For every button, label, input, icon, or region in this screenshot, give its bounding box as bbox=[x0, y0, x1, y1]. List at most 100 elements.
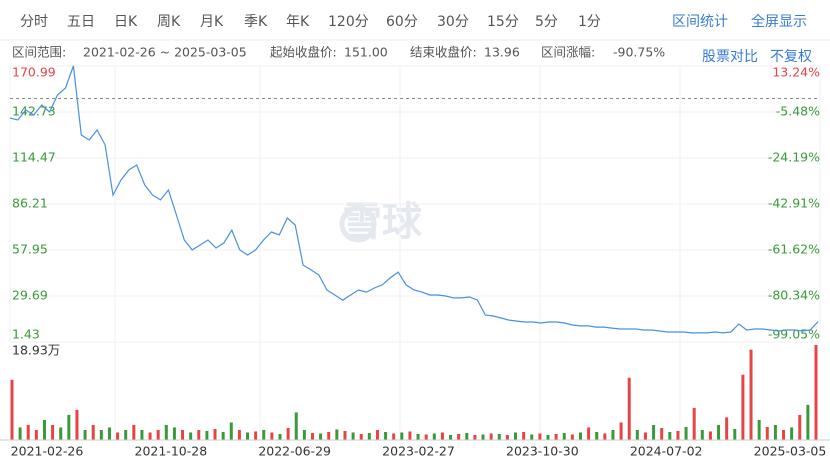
volume-bar bbox=[765, 426, 769, 440]
volume-bar bbox=[790, 427, 794, 440]
action-link[interactable]: 区间统计 bbox=[672, 14, 728, 30]
volume-bar bbox=[75, 409, 79, 440]
period-tab[interactable]: 60分 bbox=[386, 14, 418, 30]
volume-bar bbox=[578, 432, 582, 440]
volume-bar bbox=[335, 429, 339, 440]
volume-bar bbox=[10, 379, 14, 440]
volume-bar bbox=[652, 424, 656, 440]
y2-tick-label: -5.48% bbox=[776, 104, 820, 119]
volume-bar bbox=[83, 429, 87, 440]
volume-bar bbox=[432, 433, 436, 440]
summary-range: 2021-02-26 ~ 2025-03-05 bbox=[83, 45, 247, 60]
volume-bar bbox=[635, 429, 639, 440]
volume-bar bbox=[359, 433, 363, 440]
volume-bar bbox=[570, 434, 574, 440]
period-tab[interactable]: 季K bbox=[244, 14, 268, 30]
period-tab[interactable]: 1分 bbox=[578, 14, 601, 30]
volume-bar bbox=[34, 429, 38, 440]
volume-bar bbox=[59, 427, 63, 440]
x-tick-label: 2021-02-26 bbox=[11, 444, 84, 459]
volume-bar bbox=[351, 432, 355, 440]
volume-bar bbox=[619, 422, 623, 440]
period-tab[interactable]: 分时 bbox=[20, 14, 48, 30]
volume-bar bbox=[692, 407, 696, 440]
volume-bar bbox=[546, 434, 550, 440]
period-tab[interactable]: 年K bbox=[286, 14, 310, 30]
volume-bar bbox=[237, 429, 241, 440]
volume-bar bbox=[643, 432, 647, 440]
volume-bar bbox=[254, 431, 258, 440]
volume-bar bbox=[465, 432, 469, 440]
volume-bar bbox=[213, 428, 217, 440]
volume-bar bbox=[246, 432, 250, 440]
volume-bar bbox=[42, 419, 46, 440]
volume-bar bbox=[782, 429, 786, 440]
volume-bar bbox=[424, 434, 428, 440]
period-tab[interactable]: 日K bbox=[114, 14, 138, 30]
y2-tick-label: -42.91% bbox=[768, 196, 820, 211]
x-tick-label: 2023-10-30 bbox=[506, 444, 579, 459]
volume-bar bbox=[91, 424, 95, 440]
volume-bar bbox=[660, 427, 664, 440]
volume-bar bbox=[522, 431, 526, 440]
volume-bar bbox=[505, 434, 509, 440]
volume-bar bbox=[481, 434, 485, 440]
volume-bar bbox=[124, 429, 128, 440]
volume-bar bbox=[367, 432, 371, 440]
volume-bar bbox=[294, 412, 298, 440]
period-tab[interactable]: 五日 bbox=[67, 14, 95, 30]
volume-bar bbox=[514, 432, 518, 440]
volume-bar bbox=[400, 432, 404, 440]
volume-bar bbox=[595, 431, 599, 440]
volume-bar bbox=[627, 377, 631, 440]
volume-bar bbox=[286, 427, 290, 440]
summary-change: -90.75% bbox=[613, 45, 665, 60]
period-tab[interactable]: 30分 bbox=[437, 14, 469, 30]
volume-bar bbox=[278, 433, 282, 440]
volume-bar bbox=[319, 433, 323, 440]
volume-bar bbox=[181, 429, 185, 440]
x-tick-label: 2025-03-05 bbox=[754, 444, 827, 459]
volume-bar bbox=[327, 431, 331, 440]
volume-bar bbox=[343, 430, 347, 440]
volume-bar bbox=[798, 414, 802, 440]
period-tab[interactable]: 周K bbox=[157, 14, 181, 30]
volume-bar bbox=[107, 427, 111, 440]
y-tick-label: 170.99 bbox=[12, 65, 56, 80]
volume-bar bbox=[205, 430, 209, 440]
x-tick-label: 2021-10-28 bbox=[135, 444, 208, 459]
volume-bar bbox=[587, 427, 591, 440]
volume-bar bbox=[700, 429, 704, 440]
period-tab[interactable]: 15分 bbox=[487, 14, 519, 30]
y-tick-label: 114.47 bbox=[12, 150, 56, 165]
volume-bar bbox=[530, 434, 534, 440]
volume-bar bbox=[189, 432, 193, 440]
volume-bar bbox=[725, 417, 729, 440]
volume-bar bbox=[384, 431, 388, 440]
y-tick-label: 1.43 bbox=[12, 327, 40, 342]
volume-bar bbox=[708, 431, 712, 440]
volume-bar bbox=[156, 429, 160, 440]
y-tick-label: 86.21 bbox=[12, 196, 48, 211]
summary-end-label: 结束收盘价: bbox=[410, 45, 477, 60]
action-link[interactable]: 全屏显示 bbox=[751, 13, 807, 30]
price-line bbox=[9, 65, 819, 334]
y2-tick-label: -99.05% bbox=[768, 327, 820, 342]
adjust-link[interactable]: 不复权 bbox=[770, 48, 812, 65]
volume-bar bbox=[132, 424, 136, 440]
volume-bar bbox=[611, 429, 615, 440]
summary-start-label: 起始收盘价: bbox=[270, 45, 337, 60]
compare-link[interactable]: 股票对比 bbox=[702, 49, 758, 65]
volume-bar bbox=[749, 349, 753, 440]
period-tab[interactable]: 120分 bbox=[328, 14, 369, 30]
x-tick-label: 2023-02-27 bbox=[382, 444, 455, 459]
volume-bar bbox=[717, 424, 721, 440]
volume-bar bbox=[684, 426, 688, 440]
period-tab[interactable]: 5分 bbox=[535, 14, 558, 30]
y2-tick-label: 13.24% bbox=[772, 65, 820, 80]
volume-bar bbox=[603, 433, 607, 440]
period-tab[interactable]: 月K bbox=[200, 14, 224, 30]
volume-bar bbox=[67, 414, 71, 440]
volume-bar bbox=[440, 432, 444, 440]
volume-bar bbox=[806, 404, 810, 440]
